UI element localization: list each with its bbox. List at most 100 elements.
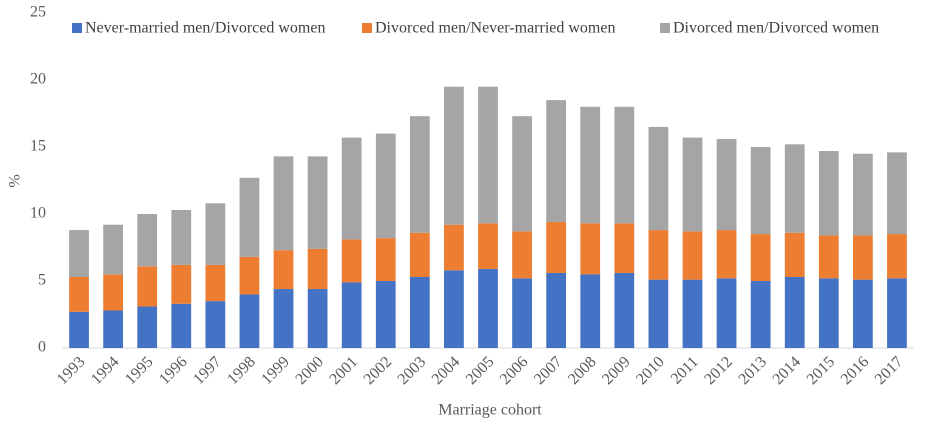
bar-segment (784, 232, 805, 277)
y-axis-title: % (7, 174, 24, 187)
bar-segment (273, 156, 294, 251)
bar-segment (171, 303, 192, 348)
bar-segment (444, 224, 464, 271)
bar-segment (239, 294, 260, 348)
bar-segment (137, 266, 158, 307)
x-tick-label: 1997 (190, 353, 225, 388)
bar-segment (784, 144, 805, 233)
bar-segment (580, 223, 601, 275)
x-tick-label: 1998 (224, 353, 259, 388)
bar-segment (716, 138, 737, 231)
bar-segment (614, 223, 635, 273)
bar-segment (239, 177, 260, 257)
x-tick-label: 1996 (156, 353, 191, 388)
bar-segment (614, 272, 635, 348)
bar-segment (205, 203, 226, 265)
x-axis-title: Marriage cohort (438, 402, 542, 419)
bar-segment (478, 223, 498, 269)
bar-segment (375, 133, 396, 239)
bar-segment (580, 106, 601, 224)
bar-segment (546, 222, 567, 273)
bar-segment (512, 278, 532, 348)
legend-label: Divorced men/Divorced women (673, 20, 879, 37)
bar-segment (137, 214, 158, 267)
y-tick-label: 0 (38, 339, 46, 356)
x-tick-label: 2006 (497, 353, 532, 388)
bar-segment (444, 270, 464, 348)
x-tick-label: 2007 (531, 353, 566, 388)
bar-segment (546, 272, 567, 348)
bar-segment (409, 276, 430, 348)
x-tick-label: 2000 (292, 353, 327, 388)
bar-segment (171, 209, 192, 265)
bar-segment (852, 235, 873, 280)
bar-segment (784, 276, 805, 348)
bar-segment (818, 278, 839, 348)
bar-segment (512, 116, 532, 232)
bar-segment (273, 289, 294, 348)
x-tick-label: 2013 (735, 353, 770, 388)
bar-segment (375, 238, 396, 281)
bar-segment (716, 278, 737, 348)
bar-segment (478, 86, 498, 224)
x-tick-label: 2004 (429, 353, 464, 388)
x-tick-label: 1995 (122, 353, 157, 388)
y-tick-label: 20 (30, 71, 46, 88)
bar-segment (648, 230, 669, 280)
x-tick-label: 2003 (395, 353, 430, 388)
bar-segment (750, 281, 771, 348)
legend-marker (362, 23, 372, 33)
x-tick-label: 1993 (54, 353, 89, 388)
y-tick-label: 10 (30, 205, 46, 222)
bar-segment (887, 278, 907, 348)
bar-segment (750, 147, 771, 235)
legend-marker (660, 23, 670, 33)
bar-segment (239, 256, 260, 295)
bar-segment (69, 276, 89, 312)
y-tick-label: 25 (30, 4, 46, 21)
bar-segment (546, 100, 567, 223)
x-tick-label: 2016 (838, 353, 873, 388)
bar-segment (887, 152, 907, 235)
x-tick-label: 2017 (872, 353, 907, 388)
bar-segment (205, 301, 226, 348)
bar-segment (580, 274, 601, 348)
bar-segment (341, 239, 362, 283)
legend-label: Divorced men/Never-married women (375, 20, 615, 37)
x-tick-label: 2001 (326, 353, 361, 388)
bar-segment (103, 310, 124, 348)
bar-segment (682, 231, 703, 280)
bar-segment (852, 279, 873, 348)
legend-label: Never-married men/Divorced women (85, 20, 325, 37)
bar-segment (648, 126, 669, 231)
bar-segment (716, 230, 737, 279)
bar-segment (375, 281, 396, 348)
bar-segment (750, 234, 771, 281)
bar-segment (137, 306, 158, 348)
x-tick-label: 2010 (633, 353, 668, 388)
bar-segment (512, 231, 532, 279)
bar-segment (818, 151, 839, 236)
y-tick-label: 5 (38, 272, 46, 289)
bar-segment (171, 264, 192, 304)
x-tick-label: 2012 (701, 353, 736, 388)
x-tick-label: 2014 (769, 353, 804, 388)
bar-segment (614, 106, 635, 224)
bar-segment (409, 232, 430, 277)
bar-segment (818, 235, 839, 279)
bar-segment (887, 234, 907, 279)
bar-segment (682, 137, 703, 232)
bar-segment (648, 279, 669, 348)
legend-marker (72, 23, 82, 33)
bar-segment (69, 230, 89, 277)
bar-segment (444, 86, 464, 225)
x-tick-label: 1994 (88, 353, 123, 388)
x-tick-label: 1999 (258, 353, 293, 388)
bar-segment (103, 224, 124, 275)
bar-segment (409, 116, 430, 233)
bar-segment (682, 279, 703, 348)
bar-segment (205, 264, 226, 302)
x-tick-label: 2005 (463, 353, 498, 388)
bar-segment (273, 250, 294, 290)
